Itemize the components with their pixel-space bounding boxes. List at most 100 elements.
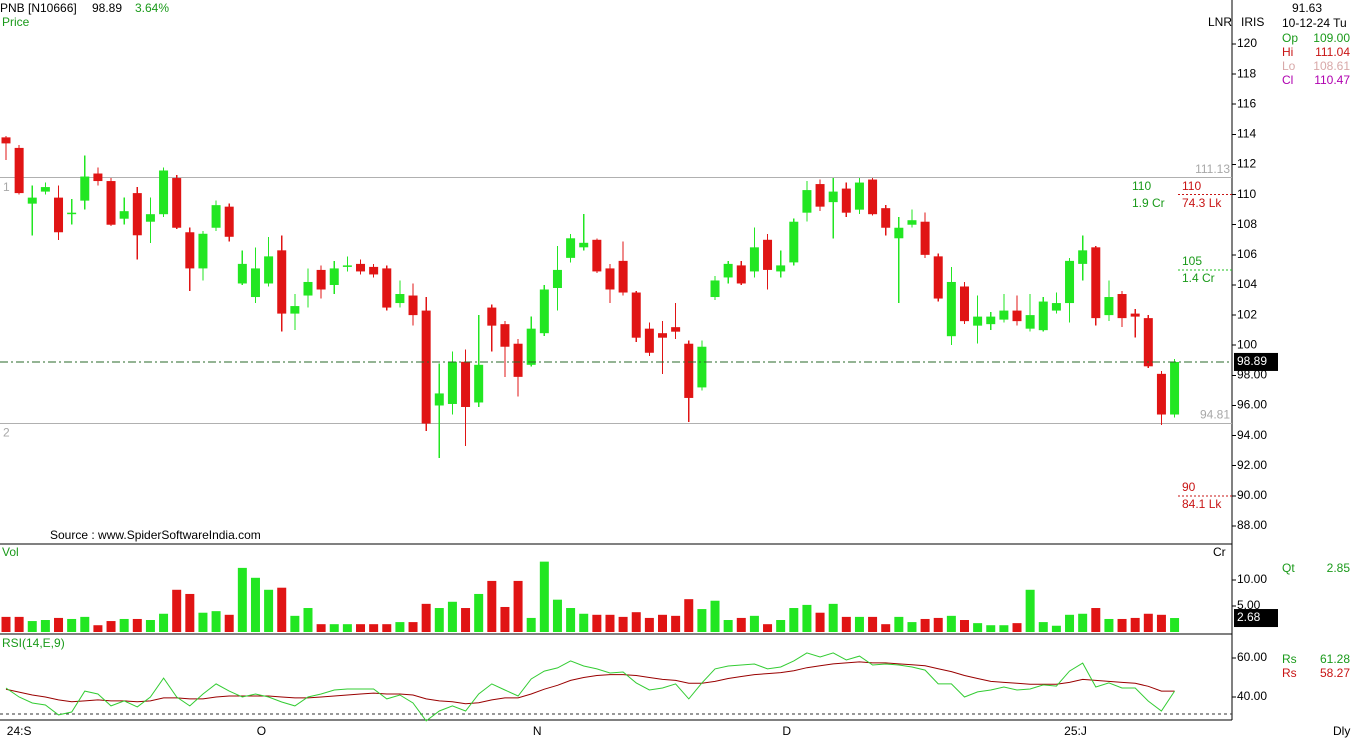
volume-bar [815,612,825,632]
candle-body [802,190,812,213]
volume-bar [54,617,64,632]
candle-body [1051,303,1061,311]
candle-body [421,310,431,424]
volume-bar [80,616,90,632]
y-tick-label: 106 [1237,247,1257,261]
info-value: 108.61 [1313,59,1350,73]
y-tick-label: 5.00 [1237,598,1261,612]
volume-bar [1104,618,1114,632]
volume-bar [736,617,746,632]
candle-body [316,269,326,290]
volume-bar [461,608,471,632]
candle-body [40,187,50,192]
candle-body [605,268,615,290]
candle-body [841,188,851,213]
candle-body [986,316,996,325]
info-value: 61.28 [1320,652,1350,666]
candle-body [447,361,457,404]
candle-body [500,324,510,347]
volume-bar [395,622,405,632]
candle-body [907,220,917,225]
candle-body [356,263,366,272]
volume-bar [224,614,234,632]
volume-bar [999,625,1009,632]
y-tick-label: 110 [1237,187,1256,201]
volume-bar [684,599,694,632]
candle-body [894,227,904,239]
volume-bar [1012,623,1022,632]
level-value: 111.13 [1195,162,1230,176]
candle-body [684,343,694,398]
volume-bar [316,624,326,632]
volume-bar [14,616,24,632]
info-value: 58.27 [1320,666,1350,680]
rsi-line [5,661,1175,705]
candle-body [106,181,116,225]
candle-body [1170,361,1180,415]
y-tick-label: 10.00 [1237,572,1267,586]
candle-body [93,173,103,182]
volume-bar [959,620,969,632]
volume-bar [841,616,851,632]
info-label: Op [1282,31,1298,45]
last-volume-box [1234,609,1278,628]
candle-body [920,221,930,255]
volume-bar [1143,613,1153,632]
candle-body [67,212,77,215]
candle-body [1156,373,1166,415]
volume-level-price: 110 [1132,179,1151,193]
candle-body [80,176,90,201]
candle-body [461,361,471,407]
volume-bar [697,609,707,632]
y-tick-label: 112 [1237,157,1256,171]
x-tick-label: 24:S [7,724,32,738]
volume-bar [421,603,431,632]
volume-level-price: 105 [1182,254,1202,268]
candle-body [959,286,969,322]
candle-body [342,265,352,267]
volume-level-price: 110 [1182,179,1201,193]
candle-body [408,295,418,316]
volume-bar [185,593,195,632]
candle-body [513,343,523,377]
volume-bar [1091,608,1101,632]
info-value: 110.47 [1314,73,1350,87]
volume-bar [447,601,457,632]
candle-body [579,242,589,248]
candle-body [172,178,182,228]
candle-body [159,170,169,215]
source: Source : www.SpiderSoftwareIndia.com [50,528,261,542]
volume-bar [198,612,208,632]
scale-label: IRIS [1241,15,1264,29]
volume-bar [749,615,759,632]
y-tick-label: 98.00 [1237,368,1267,382]
candle-body [1078,250,1088,264]
candle-body [474,364,484,403]
volume-bar [119,618,129,632]
volume-bar [592,614,602,632]
volume-bar [382,624,392,632]
level-value: 94.81 [1200,408,1230,422]
volume-bar [1170,618,1180,632]
volume-bar [933,617,943,632]
volume-bar [579,613,589,632]
cursor-price: 91.63 [1292,1,1322,15]
scale-label: LNR [1208,15,1232,29]
volume-bar [868,616,878,632]
y-tick-label: 100 [1237,337,1257,351]
x-tick-label: O [257,724,266,738]
candle-body [776,265,786,272]
candle-body [303,281,313,296]
candle-body [566,238,576,258]
y-tick-label: 90.00 [1237,488,1267,502]
volume-bar [920,618,930,632]
volume-bar [342,624,352,632]
candle-body [369,266,379,275]
level-label: 2 [3,426,10,440]
volume-bar [500,606,510,632]
change: 3.64% [135,1,169,15]
x-tick-label: N [533,724,542,738]
y-tick-label: 116 [1237,96,1256,110]
last-price: 98.89 [92,1,122,15]
volume-bar [408,622,418,632]
